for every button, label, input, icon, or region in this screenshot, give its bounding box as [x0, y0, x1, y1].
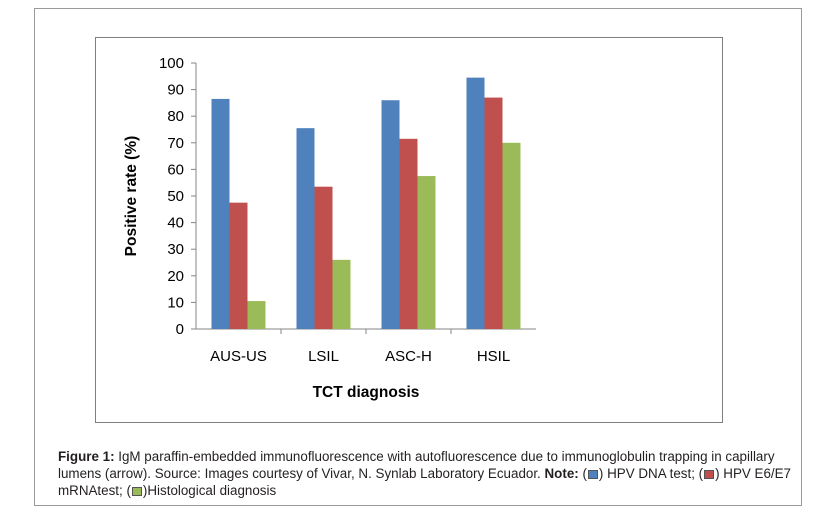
figure-caption: Figure 1: IgM paraffin-embedded immunofl… [58, 448, 794, 499]
bar-hsil-series-0 [466, 77, 485, 329]
bar-lsil-series-1 [314, 186, 333, 329]
x-axis-label: TCT diagnosis [313, 384, 420, 401]
x-tick-label: LSIL [308, 348, 339, 365]
figure-label: Figure 1: [58, 449, 115, 464]
bar-lsil-series-2 [332, 259, 351, 329]
bar-hsil-series-2 [502, 142, 521, 329]
y-tick-label: 20 [167, 268, 184, 285]
y-tick-label: 100 [159, 55, 184, 72]
x-tick-label: ASC-H [385, 348, 432, 365]
y-tick-label: 90 [167, 82, 184, 99]
y-tick-label: 70 [167, 135, 184, 152]
bar-aus-us-series-2 [247, 301, 266, 329]
y-tick-label: 50 [167, 188, 184, 205]
caption-open: ( [578, 466, 587, 481]
y-tick-label: 40 [167, 215, 184, 232]
y-tick-label: 60 [167, 161, 184, 178]
legend-swatch-histological [131, 487, 142, 496]
bar-asc-h-series-0 [381, 100, 400, 330]
caption-legend-3: )Histological diagnosis [142, 483, 277, 498]
legend-swatch-hpv-dna [587, 470, 598, 479]
y-tick-label: 10 [167, 294, 184, 311]
y-tick-label: 0 [176, 321, 184, 338]
y-tick-label: 80 [167, 108, 184, 125]
x-tick-label: AUS-US [210, 348, 267, 365]
caption-legend-2: ) HPV E6/E7 mRNAtest; ( [58, 466, 792, 498]
y-tick-label: 30 [167, 241, 184, 258]
bar-aus-us-series-0 [211, 98, 230, 329]
caption-legend-1: ) HPV DNA test; ( [598, 466, 704, 481]
bar-aus-us-series-1 [229, 202, 248, 329]
legend-swatch-mrna [704, 470, 715, 479]
bar-lsil-series-0 [296, 128, 315, 329]
y-axis-label: Positive rate (%) [123, 136, 140, 257]
caption-text: IgM paraffin-embedded immunofluorescence… [58, 449, 775, 481]
bar-asc-h-series-2 [417, 176, 436, 329]
bar-hsil-series-1 [484, 97, 503, 329]
x-tick-label: HSIL [477, 348, 510, 365]
bar-asc-h-series-1 [399, 138, 418, 329]
note-label: Note: [544, 466, 579, 481]
